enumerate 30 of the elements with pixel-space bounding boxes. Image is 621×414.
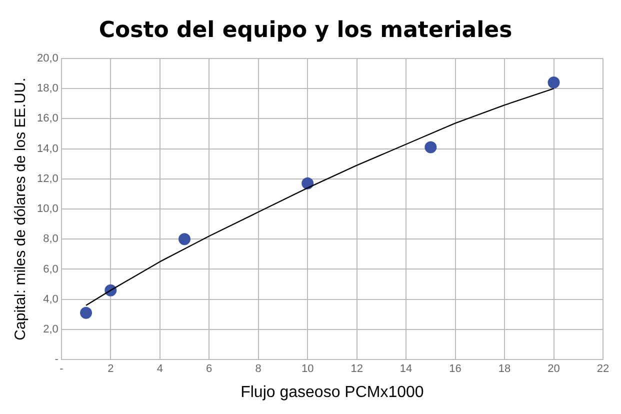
point xyxy=(178,233,190,246)
x-tick-label: 12 xyxy=(350,363,363,376)
point xyxy=(80,306,92,319)
point xyxy=(302,177,314,190)
y-tick-label: - xyxy=(54,354,59,366)
x-tick-label: 8 xyxy=(255,363,262,376)
x-axis-title: Flujo gaseoso PCMx1000 xyxy=(240,384,424,401)
x-tick-label: 18 xyxy=(498,363,511,376)
x-tick-label: 2 xyxy=(108,363,114,376)
x-tick-label: 4 xyxy=(156,363,163,376)
y-tick-label: 20,0 xyxy=(36,52,58,64)
point xyxy=(548,76,560,88)
x-tick-label: 10 xyxy=(301,363,314,376)
y-tick-label: 18,0 xyxy=(36,82,58,95)
x-tick-label: 6 xyxy=(206,363,212,376)
x-tick-label: 22 xyxy=(596,363,610,376)
y-axis-title: Capital: miles de dólares de los EE.UU. xyxy=(12,78,30,340)
point xyxy=(424,141,437,154)
y-tick-label: 10,0 xyxy=(36,203,58,216)
y-tick-label: 4,0 xyxy=(43,293,58,306)
y-tick-label: 16,0 xyxy=(36,112,58,125)
chart-title: Costo del equipo y los materiales xyxy=(98,18,512,43)
y-tick-label: 6,0 xyxy=(43,263,58,276)
x-tick-label: 14 xyxy=(400,363,412,376)
x-tick-label: 20 xyxy=(548,363,560,376)
x-tick-label: 16 xyxy=(449,363,462,376)
y-tick-label: 14,0 xyxy=(36,142,58,155)
y-tick-label: 12,0 xyxy=(36,172,58,185)
y-tick-label: 8,0 xyxy=(43,233,58,246)
y-tick-label: 2,0 xyxy=(43,324,58,336)
